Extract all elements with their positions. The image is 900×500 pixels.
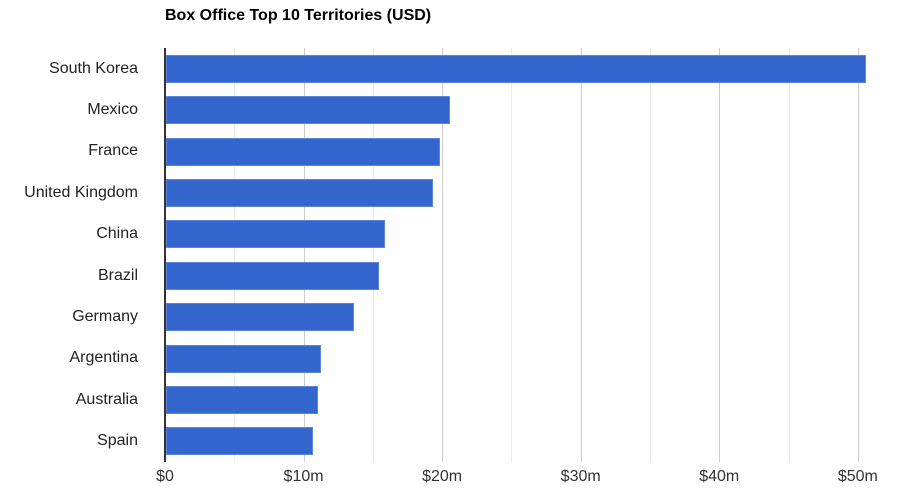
major-gridline bbox=[442, 48, 444, 462]
bar-australia[interactable] bbox=[166, 385, 319, 414]
minor-gridline bbox=[511, 48, 513, 462]
x-axis-tick-label: $40m bbox=[699, 468, 740, 485]
x-axis-labels: $0 $10m $20m $30m $40m $50m bbox=[156, 468, 880, 492]
minor-gridline bbox=[234, 48, 236, 462]
y-axis-label: Brazil bbox=[97, 266, 138, 284]
bar-brazil[interactable] bbox=[166, 261, 380, 290]
y-axis-label: China bbox=[96, 225, 138, 243]
x-axis-tick-label: $30m bbox=[560, 468, 601, 485]
bar-united-kingdom[interactable] bbox=[166, 178, 434, 207]
major-gridline bbox=[580, 48, 582, 462]
chart-title: Box Office Top 10 Territories (USD) bbox=[165, 7, 432, 24]
y-axis-line bbox=[164, 48, 166, 462]
y-axis-label: Mexico bbox=[87, 101, 138, 119]
bar-france[interactable] bbox=[166, 137, 441, 166]
major-gridline bbox=[719, 48, 721, 462]
minor-gridline bbox=[649, 48, 651, 462]
x-axis-tick-label: $20m bbox=[422, 468, 463, 485]
minor-gridline bbox=[372, 48, 374, 462]
x-axis-tick-label: $0 bbox=[156, 468, 174, 485]
y-axis-label: Argentina bbox=[69, 349, 139, 367]
major-gridline bbox=[303, 48, 305, 462]
plot-area bbox=[164, 48, 880, 462]
minor-gridline bbox=[788, 48, 790, 462]
bar-south-korea[interactable] bbox=[166, 54, 866, 83]
y-axis-labels: South Korea Mexico France United Kingdom Chi… bbox=[0, 48, 152, 462]
y-axis-label: United Kingdom bbox=[24, 183, 138, 201]
y-axis-label: Spain bbox=[97, 432, 138, 450]
bar-germany[interactable] bbox=[166, 303, 355, 332]
y-axis-label: South Korea bbox=[49, 59, 138, 77]
bar-spain[interactable] bbox=[166, 427, 313, 456]
x-axis-tick-label: $10m bbox=[283, 468, 324, 485]
y-axis-label: France bbox=[88, 142, 138, 160]
x-axis-tick-label: $50m bbox=[837, 468, 878, 485]
bar-china[interactable] bbox=[166, 220, 385, 249]
bar-argentina[interactable] bbox=[166, 344, 322, 373]
y-axis-label: Australia bbox=[75, 390, 138, 408]
y-axis-label: Germany bbox=[72, 308, 138, 326]
bar-mexico[interactable] bbox=[166, 96, 451, 125]
major-gridline bbox=[857, 48, 859, 462]
